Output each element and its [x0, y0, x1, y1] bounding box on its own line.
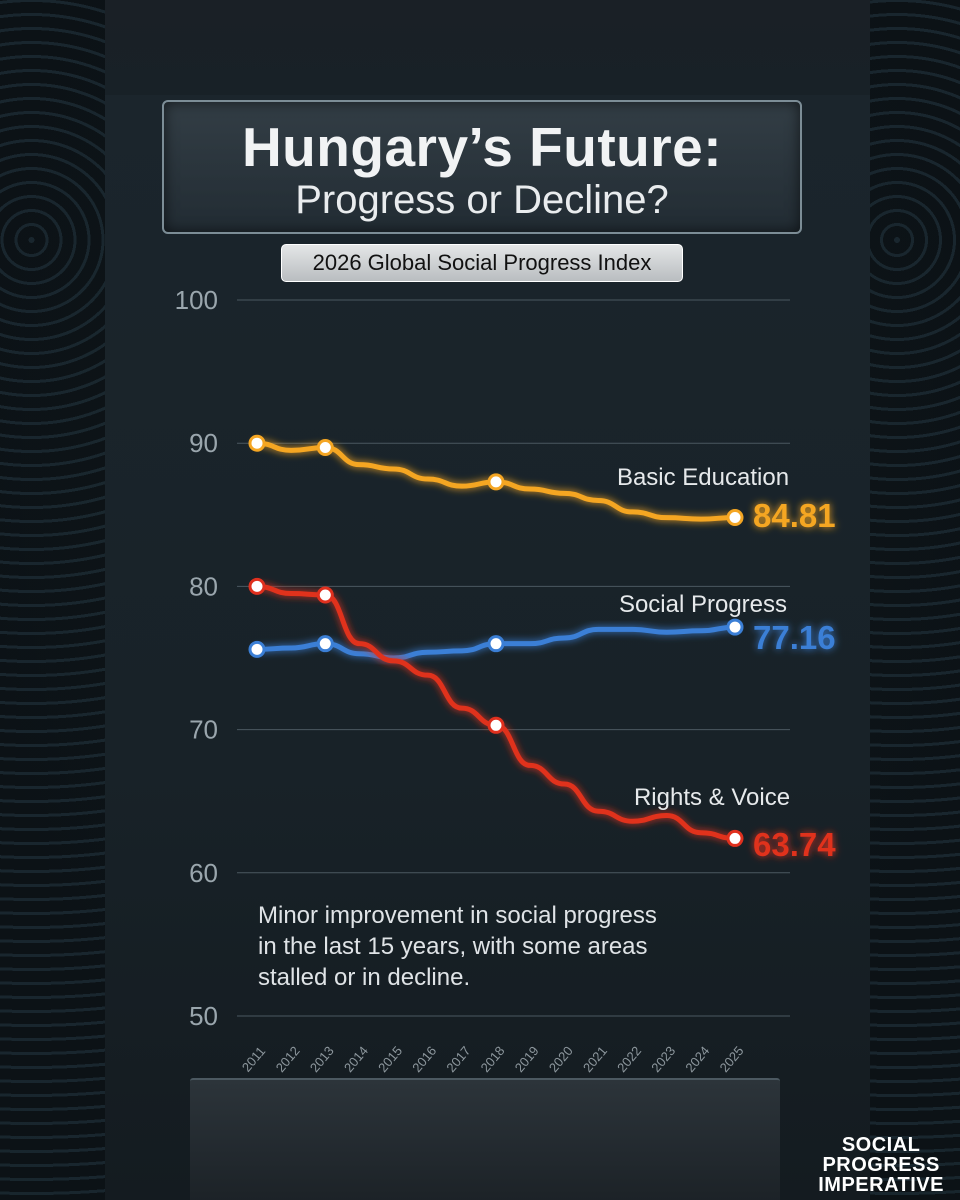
logo-line: PROGRESS — [822, 1154, 940, 1176]
x-tick-label: 2020 — [546, 1043, 576, 1075]
data-point — [487, 716, 505, 734]
x-tick-label: 2019 — [512, 1043, 542, 1075]
data-point — [726, 509, 744, 527]
series-label: Social Progress — [619, 591, 787, 618]
y-tick-label: 60 — [189, 858, 218, 888]
x-tick-label: 2014 — [341, 1043, 371, 1075]
x-tick-label: 2016 — [409, 1043, 439, 1075]
data-point — [248, 434, 266, 452]
data-point — [248, 577, 266, 595]
y-tick-label: 100 — [175, 285, 218, 315]
data-point — [726, 618, 744, 636]
logo-line: IMPERATIVE — [818, 1174, 944, 1196]
series-final-value: 63.74 — [753, 826, 836, 863]
page-title: Hungary’s Future: — [241, 116, 723, 178]
data-point — [487, 473, 505, 491]
annotation-line: stalled or in decline. — [258, 964, 471, 991]
y-tick-label: 50 — [189, 1001, 218, 1031]
series-label: Rights & Voice — [634, 784, 790, 811]
chart-annotation: Minor improvement in social progress in … — [258, 900, 718, 993]
x-tick-label: 2013 — [307, 1043, 337, 1075]
logo-line: SOCIAL — [841, 1134, 921, 1156]
series-final-value: 84.81 — [753, 497, 836, 534]
x-tick-label: 2022 — [614, 1043, 644, 1075]
x-tick-label: 2018 — [478, 1043, 508, 1075]
index-badge: 2026 Global Social Progress Index — [281, 244, 683, 282]
y-tick-label: 80 — [189, 571, 218, 601]
data-point — [316, 586, 334, 604]
y-tick-label: 70 — [189, 715, 218, 745]
x-tick-label: 2012 — [273, 1043, 303, 1075]
data-point — [487, 635, 505, 653]
data-point — [248, 640, 266, 658]
brand-logo: SOCIAL PROGRESS IMPERATIVE — [818, 1135, 944, 1195]
left-floral-border — [0, 0, 105, 1200]
x-tick-label: 2017 — [443, 1043, 473, 1075]
annotation-line: Minor improvement in social progress — [258, 902, 657, 929]
x-tick-label: 2011 — [239, 1044, 268, 1075]
series-label: Basic Education — [617, 464, 789, 491]
top-floral-band — [105, 0, 870, 95]
x-tick-label: 2023 — [648, 1043, 678, 1075]
stone-pedestal — [190, 1078, 780, 1200]
data-point — [726, 829, 744, 847]
y-tick-label: 90 — [189, 428, 218, 458]
title-box: Hungary’s Future: Progress or Decline? — [162, 100, 802, 234]
page-subtitle: Progress or Decline? — [295, 178, 669, 222]
data-point — [316, 438, 334, 456]
x-tick-label: 2024 — [682, 1043, 712, 1075]
right-floral-border — [870, 0, 960, 1200]
data-point — [316, 635, 334, 653]
series-final-value: 77.16 — [753, 619, 836, 656]
x-tick-label: 2015 — [375, 1043, 405, 1075]
x-tick-label: 2025 — [717, 1043, 747, 1075]
x-tick-label: 2021 — [580, 1043, 610, 1075]
annotation-line: in the last 15 years, with some areas — [258, 933, 648, 960]
